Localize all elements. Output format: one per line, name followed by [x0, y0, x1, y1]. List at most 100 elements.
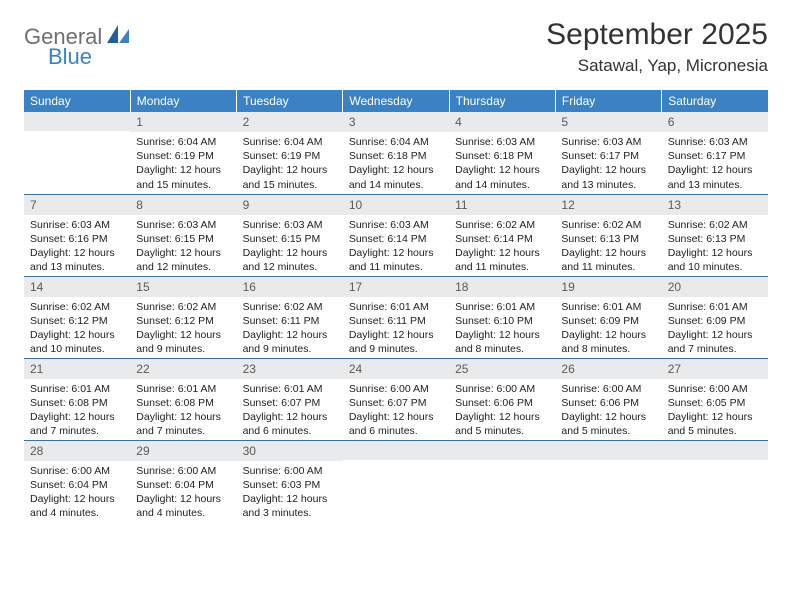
daylight-text: Daylight: 12 hours and 9 minutes. — [136, 328, 230, 356]
sunset-text: Sunset: 6:06 PM — [455, 396, 549, 410]
sunrise-text: Sunrise: 6:04 AM — [349, 135, 443, 149]
calendar-cell: 25Sunrise: 6:00 AMSunset: 6:06 PMDayligh… — [449, 358, 555, 440]
day-number: 30 — [237, 441, 343, 461]
sunset-text: Sunset: 6:13 PM — [561, 232, 655, 246]
sunrise-text: Sunrise: 6:02 AM — [455, 218, 549, 232]
day-data: Sunrise: 6:02 AMSunset: 6:14 PMDaylight:… — [449, 215, 555, 275]
calendar-cell: 15Sunrise: 6:02 AMSunset: 6:12 PMDayligh… — [130, 276, 236, 358]
day-number: 5 — [555, 112, 661, 132]
calendar-cell: 6Sunrise: 6:03 AMSunset: 6:17 PMDaylight… — [662, 112, 768, 194]
day-number: 3 — [343, 112, 449, 132]
calendar-row: 14Sunrise: 6:02 AMSunset: 6:12 PMDayligh… — [24, 276, 768, 358]
calendar-cell — [24, 112, 130, 194]
day-number: 23 — [237, 359, 343, 379]
day-data: Sunrise: 6:01 AMSunset: 6:09 PMDaylight:… — [662, 297, 768, 357]
calendar-cell: 3Sunrise: 6:04 AMSunset: 6:18 PMDaylight… — [343, 112, 449, 194]
day-data: Sunrise: 6:03 AMSunset: 6:15 PMDaylight:… — [237, 215, 343, 275]
calendar-cell: 21Sunrise: 6:01 AMSunset: 6:08 PMDayligh… — [24, 358, 130, 440]
calendar-cell: 16Sunrise: 6:02 AMSunset: 6:11 PMDayligh… — [237, 276, 343, 358]
day-number: 8 — [130, 195, 236, 215]
day-number — [343, 441, 449, 460]
calendar-cell: 30Sunrise: 6:00 AMSunset: 6:03 PMDayligh… — [237, 440, 343, 522]
sunrise-text: Sunrise: 6:01 AM — [30, 382, 124, 396]
day-number: 20 — [662, 277, 768, 297]
day-number: 16 — [237, 277, 343, 297]
day-header: Saturday — [662, 90, 768, 112]
daylight-text: Daylight: 12 hours and 13 minutes. — [561, 163, 655, 191]
daylight-text: Daylight: 12 hours and 9 minutes. — [349, 328, 443, 356]
day-number — [555, 441, 661, 460]
calendar-cell: 27Sunrise: 6:00 AMSunset: 6:05 PMDayligh… — [662, 358, 768, 440]
sunset-text: Sunset: 6:16 PM — [30, 232, 124, 246]
day-number — [24, 112, 130, 131]
daylight-text: Daylight: 12 hours and 7 minutes. — [668, 328, 762, 356]
day-data: Sunrise: 6:03 AMSunset: 6:15 PMDaylight:… — [130, 215, 236, 275]
daylight-text: Daylight: 12 hours and 5 minutes. — [561, 410, 655, 438]
day-data: Sunrise: 6:00 AMSunset: 6:07 PMDaylight:… — [343, 379, 449, 439]
calendar-head: Sunday Monday Tuesday Wednesday Thursday… — [24, 90, 768, 112]
daylight-text: Daylight: 12 hours and 10 minutes. — [30, 328, 124, 356]
daylight-text: Daylight: 12 hours and 7 minutes. — [30, 410, 124, 438]
calendar-cell: 18Sunrise: 6:01 AMSunset: 6:10 PMDayligh… — [449, 276, 555, 358]
sunset-text: Sunset: 6:08 PM — [136, 396, 230, 410]
sunrise-text: Sunrise: 6:03 AM — [455, 135, 549, 149]
daylight-text: Daylight: 12 hours and 4 minutes. — [136, 492, 230, 520]
sunset-text: Sunset: 6:04 PM — [136, 478, 230, 492]
sunset-text: Sunset: 6:11 PM — [243, 314, 337, 328]
day-number: 24 — [343, 359, 449, 379]
sunset-text: Sunset: 6:17 PM — [668, 149, 762, 163]
calendar-cell — [555, 440, 661, 522]
sunrise-text: Sunrise: 6:03 AM — [668, 135, 762, 149]
sunset-text: Sunset: 6:14 PM — [455, 232, 549, 246]
daylight-text: Daylight: 12 hours and 15 minutes. — [136, 163, 230, 191]
calendar-row: 7 Sunrise: 6:03 AM Sunset: 6:16 PM Daylight… — [24, 194, 768, 276]
sunset-text: Sunset: 6:07 PM — [243, 396, 337, 410]
calendar-cell — [343, 440, 449, 522]
day-number: 10 — [343, 195, 449, 215]
day-data: Sunrise: 6:01 AMSunset: 6:09 PMDaylight:… — [555, 297, 661, 357]
daylight-text: Daylight: 12 hours and 14 minutes. — [349, 163, 443, 191]
sunrise-text: Sunrise: 6:01 AM — [136, 382, 230, 396]
day-number: 21 — [24, 359, 130, 379]
calendar-cell: 9Sunrise: 6:03 AMSunset: 6:15 PMDaylight… — [237, 194, 343, 276]
daylight-text: Daylight: 12 hours and 8 minutes. — [455, 328, 549, 356]
day-number: 7 — [24, 195, 130, 215]
day-number: 26 — [555, 359, 661, 379]
calendar-cell: 1Sunrise: 6:04 AMSunset: 6:19 PMDaylight… — [130, 112, 236, 194]
day-number: 11 — [449, 195, 555, 215]
daylight-text: Daylight: 12 hours and 6 minutes. — [349, 410, 443, 438]
day-header: Monday — [130, 90, 236, 112]
day-data: Sunrise: 6:00 AMSunset: 6:06 PMDaylight:… — [555, 379, 661, 439]
daylight-text: Daylight: 12 hours and 3 minutes. — [243, 492, 337, 520]
day-number: 14 — [24, 277, 130, 297]
sunrise-text: Sunrise: 6:01 AM — [243, 382, 337, 396]
sunrise-text: Sunrise: 6:03 AM — [349, 218, 443, 232]
sunrise-text: Sunrise: 6:00 AM — [30, 464, 124, 478]
sunrise-text: Sunrise: 6:03 AM — [136, 218, 230, 232]
calendar-cell: 14Sunrise: 6:02 AMSunset: 6:12 PMDayligh… — [24, 276, 130, 358]
sunset-text: Sunset: 6:19 PM — [136, 149, 230, 163]
daylight-text: Daylight: 12 hours and 10 minutes. — [668, 246, 762, 274]
sunset-text: Sunset: 6:03 PM — [243, 478, 337, 492]
daylight-text: Daylight: 12 hours and 6 minutes. — [243, 410, 337, 438]
sunrise-text: Sunrise: 6:01 AM — [561, 300, 655, 314]
logo-sail-icon — [107, 25, 129, 50]
daylight-text: Daylight: 12 hours and 5 minutes. — [668, 410, 762, 438]
day-data: Sunrise: 6:01 AMSunset: 6:07 PMDaylight:… — [237, 379, 343, 439]
day-number: 25 — [449, 359, 555, 379]
sunrise-text: Sunrise: 6:02 AM — [243, 300, 337, 314]
sunset-text: Sunset: 6:06 PM — [561, 396, 655, 410]
calendar-cell: 17Sunrise: 6:01 AMSunset: 6:11 PMDayligh… — [343, 276, 449, 358]
day-number: 1 — [130, 112, 236, 132]
calendar-cell: 4Sunrise: 6:03 AMSunset: 6:18 PMDaylight… — [449, 112, 555, 194]
day-header: Friday — [555, 90, 661, 112]
day-data: Sunrise: 6:02 AMSunset: 6:12 PMDaylight:… — [130, 297, 236, 357]
day-number: 15 — [130, 277, 236, 297]
sunset-text: Sunset: 6:05 PM — [668, 396, 762, 410]
sunrise-text: Sunrise: 6:02 AM — [30, 300, 124, 314]
sunset-text: Sunset: 6:14 PM — [349, 232, 443, 246]
day-number: 18 — [449, 277, 555, 297]
day-data: Sunrise: 6:01 AMSunset: 6:10 PMDaylight:… — [449, 297, 555, 357]
calendar-cell: 26Sunrise: 6:00 AMSunset: 6:06 PMDayligh… — [555, 358, 661, 440]
calendar-cell: 24Sunrise: 6:00 AMSunset: 6:07 PMDayligh… — [343, 358, 449, 440]
